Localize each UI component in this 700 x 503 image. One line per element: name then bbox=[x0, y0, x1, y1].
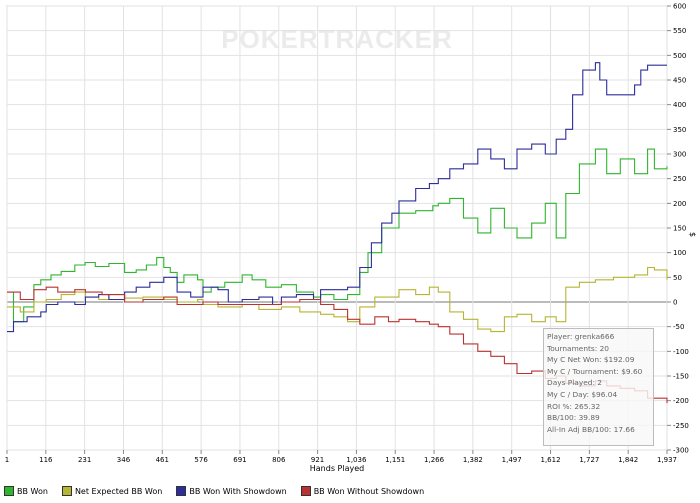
y-tick-label: -250 bbox=[673, 422, 689, 430]
y-tick-label: 350 bbox=[673, 126, 686, 134]
y-tick-label: 200 bbox=[673, 200, 686, 208]
y-tick-label: -50 bbox=[673, 323, 684, 331]
series-line-2 bbox=[7, 62, 667, 333]
y-tick-label: 150 bbox=[673, 225, 686, 233]
x-tick-label: 921 bbox=[311, 456, 324, 464]
legend-swatch bbox=[61, 486, 72, 496]
legend: BB Won Net Expected BB Won BB Won With S… bbox=[4, 483, 438, 499]
y-tick-label: 100 bbox=[673, 249, 686, 257]
legend-label: BB Won Without Showdown bbox=[313, 486, 425, 496]
legend-swatch bbox=[300, 486, 311, 496]
stats-days-played: Days Played: 2 bbox=[547, 378, 602, 388]
x-tick-label: 1,612 bbox=[541, 456, 561, 464]
stats-roi: ROI %: 265.32 bbox=[547, 401, 601, 411]
x-tick-label: 1,151 bbox=[385, 456, 405, 464]
y-axis-label: $ bbox=[688, 232, 697, 237]
x-tick-label: 1,937 bbox=[657, 456, 677, 464]
legend-label: Net Expected BB Won bbox=[74, 486, 163, 496]
x-tick-label: 806 bbox=[272, 456, 286, 464]
x-axis: 1 116 231 346 461 576 691 806 921 1,036 1,151 1,266… bbox=[5, 450, 677, 464]
x-tick-label: 691 bbox=[233, 456, 246, 464]
y-tick-label: -200 bbox=[673, 397, 689, 405]
x-tick-label: 1,382 bbox=[463, 456, 483, 464]
x-tick-label: 576 bbox=[194, 456, 208, 464]
y-tick-label: 550 bbox=[673, 27, 686, 35]
y-tick-label: -150 bbox=[673, 373, 689, 381]
stats-player: Player: grenka666 bbox=[547, 332, 615, 341]
y-tick-label: 50 bbox=[673, 274, 682, 282]
x-tick-label: 1 bbox=[5, 456, 9, 464]
y-tick-label: 600 bbox=[673, 3, 686, 11]
stats-allin-bb100: All-In Adj BB/100: 17.66 bbox=[547, 424, 635, 434]
x-tick-label: 461 bbox=[156, 456, 169, 464]
x-tick-label: 1,842 bbox=[618, 456, 638, 464]
legend-item-with-showdown[interactable]: BB Won With Showdown bbox=[176, 486, 287, 496]
y-tick-label: 0 bbox=[673, 299, 677, 307]
x-axis-label: Hands Played bbox=[310, 464, 364, 473]
x-tick-label: 1,727 bbox=[579, 456, 599, 464]
y-tick-label: 250 bbox=[673, 175, 686, 183]
chart-area: POKERTRACKER 600550500450400350300250200… bbox=[5, 3, 697, 474]
stats-per-day: My C / Day: $96.04 bbox=[547, 389, 618, 399]
legend-label: BB Won bbox=[17, 486, 48, 496]
y-tick-label: 400 bbox=[673, 101, 686, 109]
x-tick-label: 231 bbox=[78, 456, 91, 464]
legend-swatch bbox=[4, 486, 14, 496]
x-tick-label: 116 bbox=[39, 456, 53, 464]
y-axis: 600550500450400350300250200150100500-50-… bbox=[667, 3, 689, 455]
watermark: POKERTRACKER bbox=[221, 24, 453, 54]
legend-item-bb-won[interactable]: BB Won bbox=[4, 486, 48, 496]
x-tick-label: 1,266 bbox=[424, 456, 445, 464]
x-tick-label: 1,497 bbox=[502, 456, 522, 464]
y-tick-label: -100 bbox=[673, 348, 689, 356]
y-tick-label: 500 bbox=[673, 52, 686, 60]
y-tick-label: -300 bbox=[673, 447, 689, 455]
stats-per-tournament: My C / Tournament: $9.60 bbox=[547, 366, 643, 376]
stats-net-won: My C Net Won: $192.09 bbox=[547, 355, 635, 365]
y-tick-label: 300 bbox=[673, 151, 686, 159]
grid bbox=[6, 5, 668, 451]
legend-swatch bbox=[176, 486, 187, 496]
stats-box: Player: grenka666 Tournaments: 20 My C N… bbox=[543, 328, 654, 446]
y-tick-label: 450 bbox=[673, 77, 686, 85]
legend-item-net-expected[interactable]: Net Expected BB Won bbox=[61, 486, 163, 496]
stats-bb100: BB/100: 39.89 bbox=[547, 413, 600, 423]
stats-tournaments: Tournaments: 20 bbox=[547, 343, 610, 353]
legend-label: BB Won With Showdown bbox=[189, 486, 287, 496]
x-tick-label: 1,036 bbox=[346, 456, 367, 464]
legend-item-without-showdown[interactable]: BB Won Without Showdown bbox=[300, 486, 425, 496]
x-tick-label: 346 bbox=[117, 456, 131, 464]
